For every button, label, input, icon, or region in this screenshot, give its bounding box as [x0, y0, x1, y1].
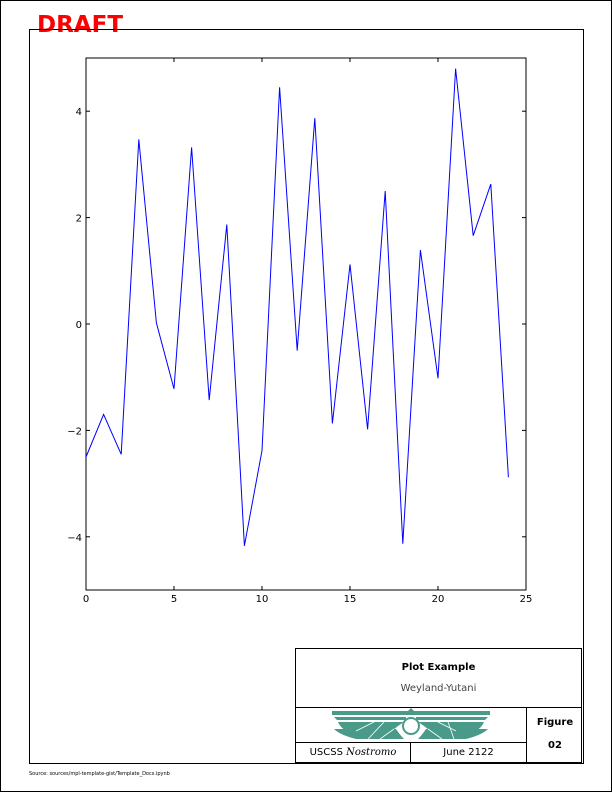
series-line	[85, 68, 509, 546]
draft-label: DRAFT	[37, 12, 124, 38]
figure-cell: Figure 02	[526, 707, 582, 762]
figure-label: Figure	[536, 717, 574, 728]
ship-cell: USCSS Nostromo	[296, 743, 411, 762]
y-tick-label: −4	[67, 533, 82, 544]
weyland-yutani-logo-icon	[332, 708, 490, 740]
drawing-frame	[29, 29, 584, 764]
x-tick-label: 15	[344, 594, 357, 605]
tick-labels: 0 5 10 15 20 25 −4 −2 0 2 4	[67, 107, 532, 605]
y-tick-label: −2	[67, 426, 82, 437]
ship-name: Nostromo	[346, 747, 397, 758]
y-tick-label: 0	[76, 320, 82, 331]
date-cell: June 2122	[443, 747, 494, 758]
y-tick-label: 2	[76, 214, 82, 225]
data-series	[85, 68, 509, 546]
x-tick-label: 25	[520, 594, 533, 605]
title-row: Plot Example Weyland-Yutani	[296, 649, 581, 708]
y-tick-label: 4	[76, 107, 82, 118]
plot-area	[85, 57, 527, 591]
source-note: Source: sources/mpl-template-gist/Templa…	[29, 771, 170, 777]
axis-ticks	[85, 58, 527, 590]
x-tick-label: 10	[256, 594, 269, 605]
figure-number: 02	[548, 740, 562, 751]
title-block: Plot Example Weyland-Yutani	[295, 648, 582, 763]
x-tick-label: 5	[171, 594, 177, 605]
logo-cell	[296, 707, 526, 743]
ship-prefix: USCSS	[309, 747, 347, 758]
x-tick-label: 20	[432, 594, 445, 605]
plot-title: Plot Example	[401, 662, 476, 673]
company-name: Weyland-Yutani	[400, 683, 477, 694]
x-tick-label: 0	[83, 594, 89, 605]
